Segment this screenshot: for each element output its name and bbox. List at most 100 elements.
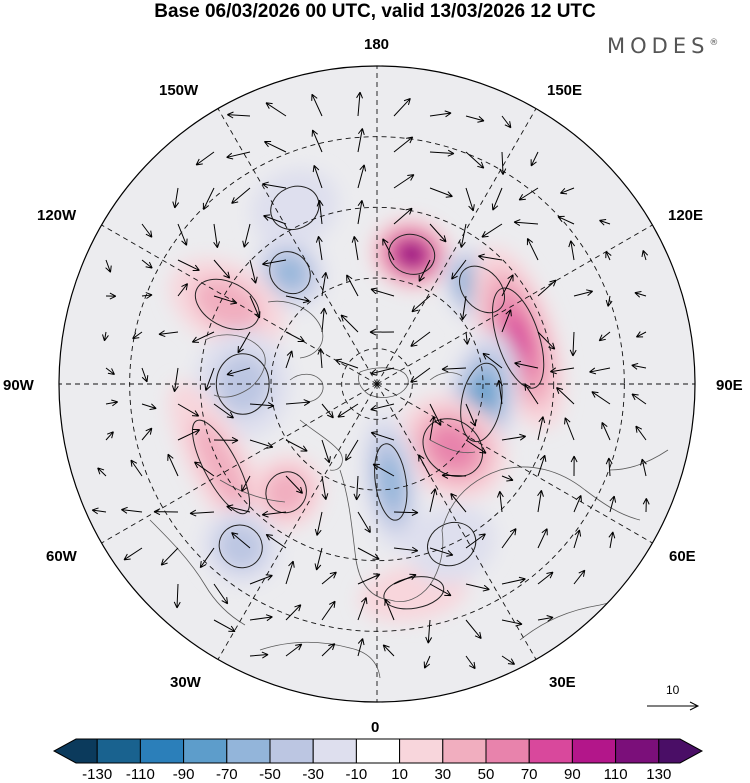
wind-arrow xyxy=(231,532,251,549)
anomaly-contour xyxy=(218,524,263,569)
wind-arrow xyxy=(320,307,328,333)
wind-arrow xyxy=(465,619,482,640)
wind-arrow xyxy=(450,493,467,513)
wind-arrow xyxy=(411,295,431,313)
colorbar-tick-label: 90 xyxy=(564,766,581,783)
wind-arrow xyxy=(141,259,153,269)
lon-label-60e: 60E xyxy=(669,548,696,565)
wind-arrow xyxy=(213,403,234,419)
wind-arrow xyxy=(481,223,503,238)
wind-arrow xyxy=(123,547,143,561)
wind-arrow xyxy=(537,416,546,441)
wind-arrow xyxy=(321,571,337,585)
wind-arrow xyxy=(130,459,143,477)
wind-arrow xyxy=(105,259,112,273)
wind-arrow xyxy=(441,365,467,373)
wind-arrow xyxy=(393,174,415,189)
colorbar-tick-label: -70 xyxy=(215,766,238,783)
wind-arrow xyxy=(501,115,512,129)
wind-arrow xyxy=(337,403,359,418)
vector-scale-arrow xyxy=(647,701,700,711)
wind-arrow xyxy=(573,569,586,585)
wind-arrow xyxy=(393,546,419,554)
wind-arrow xyxy=(501,655,516,665)
wind-arrow xyxy=(195,151,215,166)
wind-arrow xyxy=(393,509,419,516)
anomaly-contour xyxy=(388,233,436,275)
wind-arrow xyxy=(263,214,287,225)
colorbar-tick-label: 70 xyxy=(520,766,538,783)
wind-arrow xyxy=(357,597,368,621)
wind-arrow xyxy=(429,547,454,557)
colorbar-tick-label: -110 xyxy=(125,766,155,783)
wind-arrow xyxy=(249,259,258,284)
wind-arrow xyxy=(605,295,613,307)
wind-arrow xyxy=(393,207,413,225)
wind-arrow xyxy=(172,187,180,209)
wind-arrow xyxy=(591,391,611,405)
colorbar-swatch xyxy=(312,738,357,764)
colorbar-swatch xyxy=(528,738,573,764)
wind-arrow xyxy=(465,115,485,123)
wind-arrow xyxy=(631,393,647,405)
wind-arrow xyxy=(465,583,490,592)
wind-arrow xyxy=(429,583,452,597)
colorbar-swatch xyxy=(269,738,314,764)
wind-arrow xyxy=(530,151,539,167)
wind-arrow xyxy=(160,547,179,566)
wind-arrow xyxy=(285,475,304,494)
colorbar-tick-label: -130 xyxy=(82,766,113,783)
wind-arrow xyxy=(357,128,365,153)
wind-arrow xyxy=(265,533,287,549)
wind-arrow xyxy=(573,289,594,297)
wind-arrow xyxy=(465,655,476,670)
wind-arrow xyxy=(141,223,153,238)
wind-arrow xyxy=(121,506,143,514)
wind-arrow xyxy=(501,309,512,333)
wind-arrow xyxy=(518,187,539,201)
wind-arrow xyxy=(564,417,575,441)
wind-arrow xyxy=(177,259,200,271)
wind-arrow xyxy=(213,583,229,605)
wind-arrow xyxy=(167,453,179,477)
wind-arrow xyxy=(285,604,302,621)
wind-arrow xyxy=(393,97,411,117)
wind-arrow xyxy=(537,571,554,585)
colorbar-tick-label: -30 xyxy=(302,766,325,783)
wind-arrow xyxy=(97,467,107,477)
wind-arrow xyxy=(261,510,287,518)
wind-arrow xyxy=(459,295,467,321)
anomaly-contour xyxy=(427,521,477,567)
wind-arrow xyxy=(641,250,649,261)
wind-arrow xyxy=(491,187,503,211)
anomaly-blob xyxy=(251,168,339,248)
colorbar-swatch xyxy=(571,738,617,764)
lon-label-90e: 90E xyxy=(716,377,743,394)
wind-arrow xyxy=(501,475,514,482)
wind-arrow xyxy=(227,111,251,119)
wind-arrow xyxy=(526,238,539,261)
wind-arrow xyxy=(393,573,417,585)
wind-arrow xyxy=(194,461,215,477)
wind-arrow xyxy=(249,439,274,449)
colorbar-swatch xyxy=(615,738,660,764)
anomaly-contour xyxy=(383,576,445,610)
colorbar-tick-label: 30 xyxy=(434,766,452,783)
wind-arrow xyxy=(429,149,455,157)
wind-arrow xyxy=(213,223,221,249)
wind-arrow xyxy=(226,151,251,160)
anomaly-field xyxy=(169,168,565,622)
anomaly-blob xyxy=(275,257,305,288)
wind-arrow xyxy=(158,330,179,338)
wind-arrow xyxy=(465,187,475,212)
wind-arrow xyxy=(605,251,612,261)
lon-label-180: 180 xyxy=(364,36,390,53)
wind-arrow xyxy=(314,511,323,536)
wind-arrow xyxy=(340,314,359,333)
wind-arrow xyxy=(316,199,324,225)
meridian-line xyxy=(217,108,378,385)
wind-arrow xyxy=(312,164,323,189)
wind-arrow xyxy=(249,295,261,319)
wind-arrow xyxy=(265,102,287,117)
